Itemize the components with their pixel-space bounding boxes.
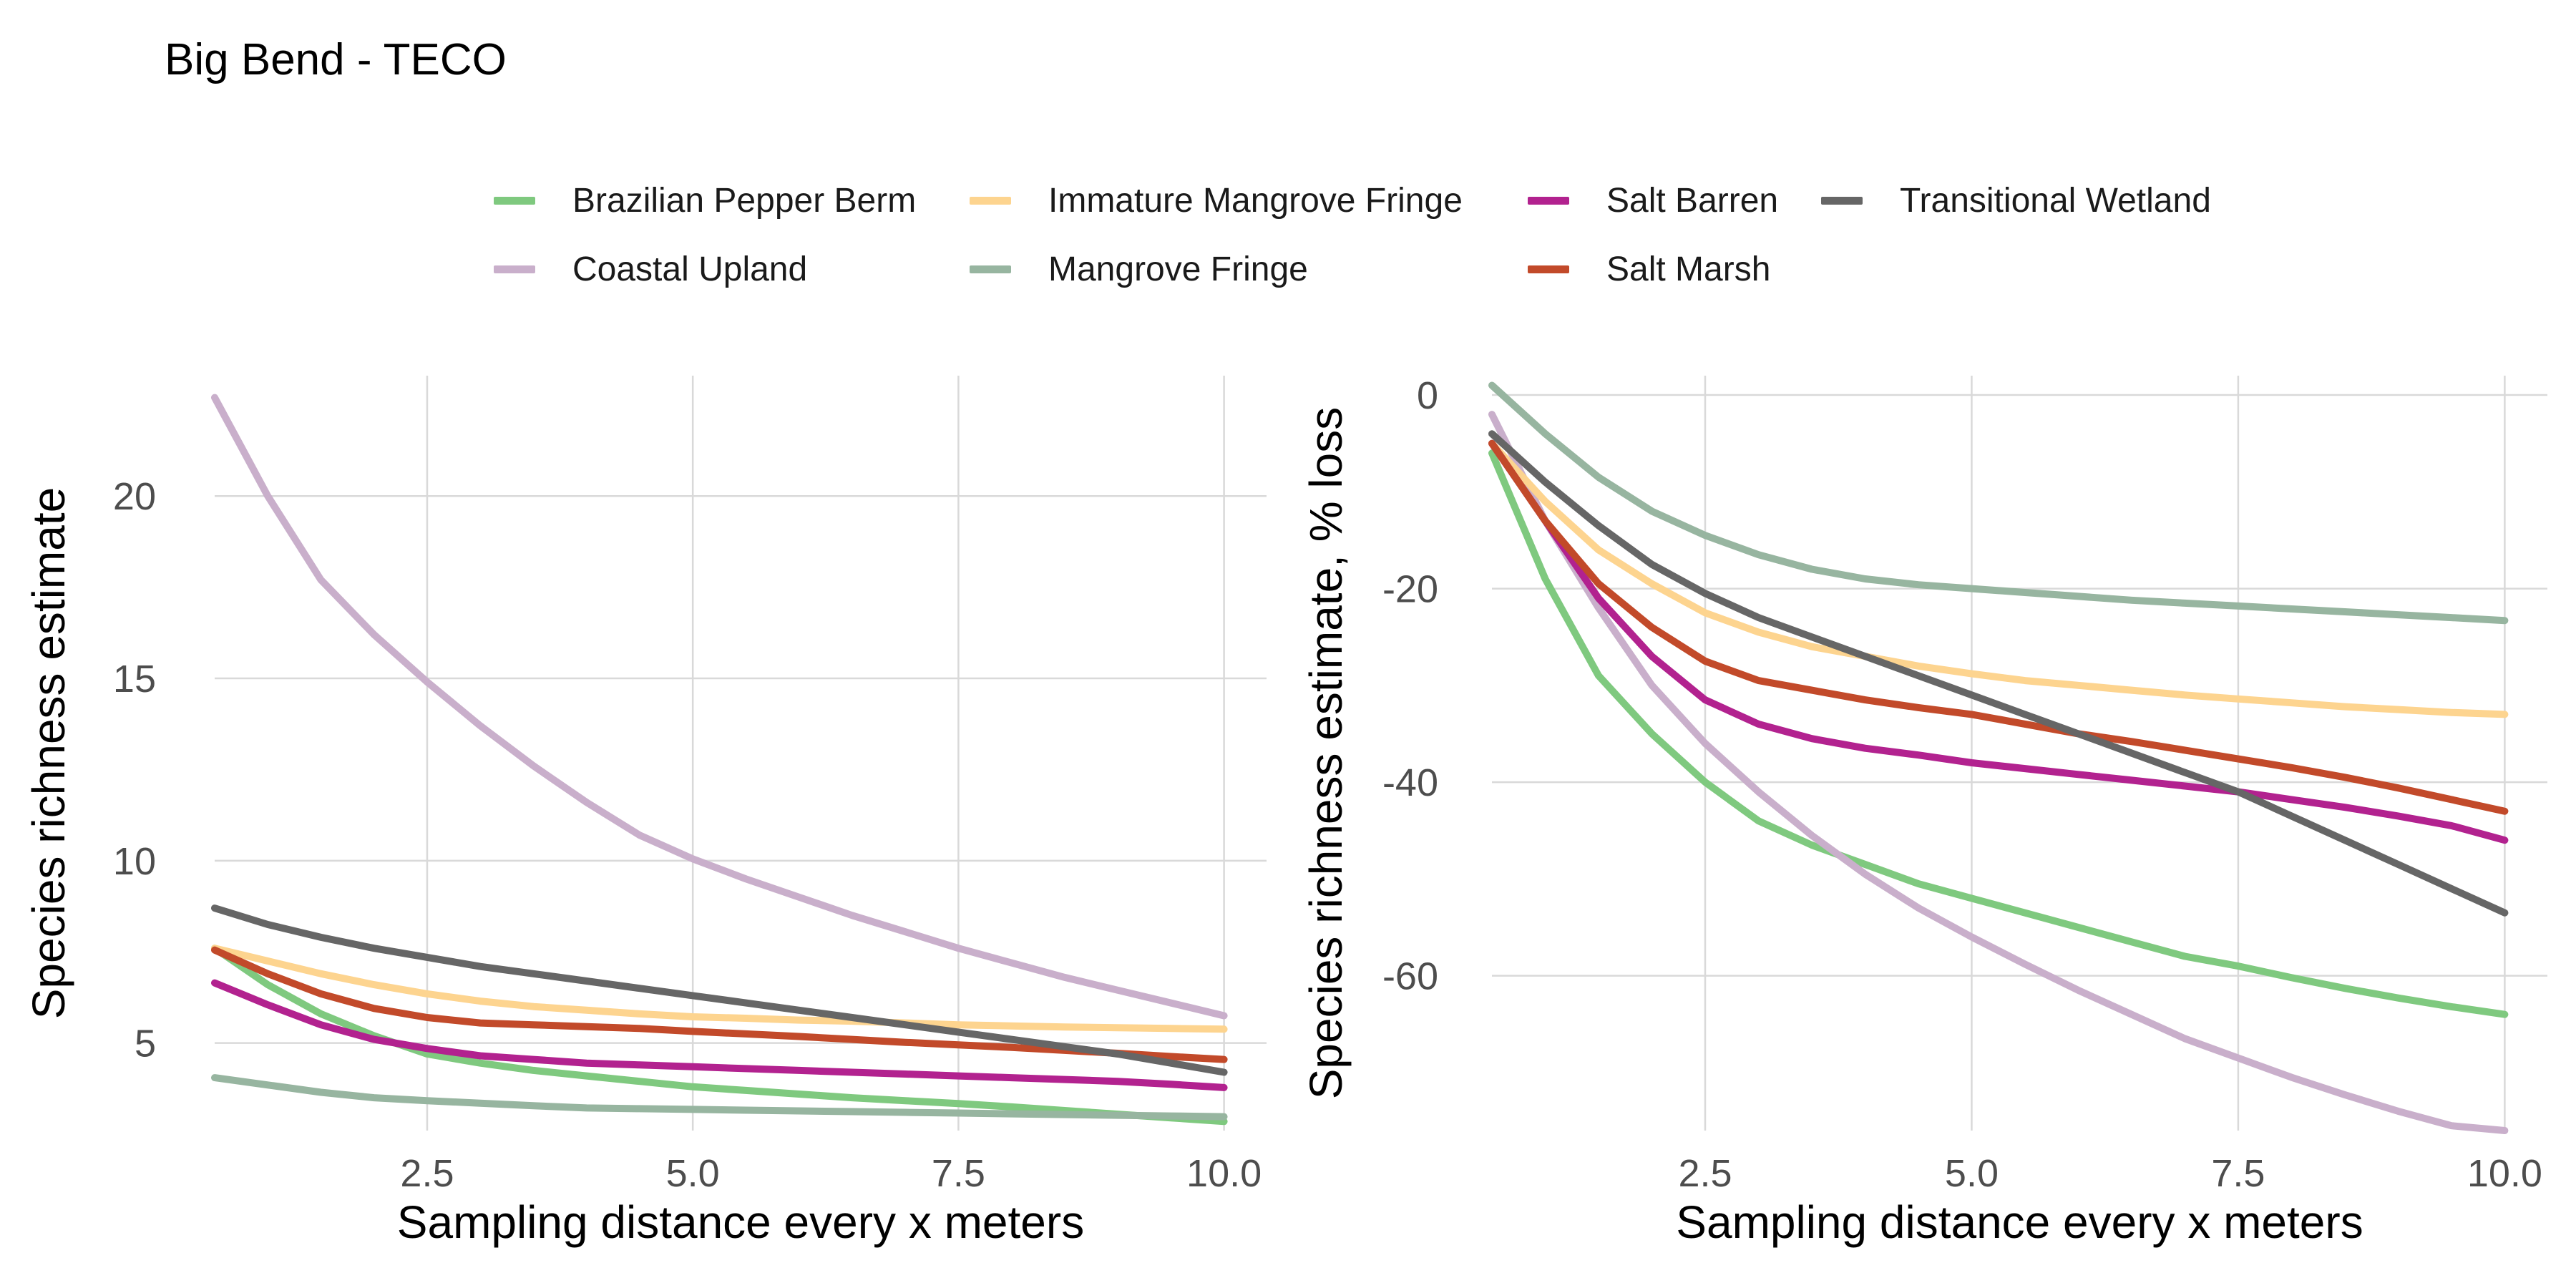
legend-label: Coastal Upland — [572, 250, 808, 288]
left-series-salt-marsh — [211, 946, 1228, 1063]
left-y-tick-label: 20 — [113, 475, 156, 518]
legend-label: Transitional Wetland — [1900, 181, 2211, 220]
left-x-tick-label: 5.0 — [666, 1152, 720, 1195]
left-series-transitional-wetland — [211, 904, 1228, 1076]
right-series-immature-mangrove-fringe — [1488, 439, 2509, 718]
legend-swatch — [494, 265, 535, 273]
left-series-coastal-upland — [211, 394, 1228, 1020]
legend-swatch — [970, 196, 1011, 205]
right-x-tick-label: 2.5 — [1678, 1152, 1732, 1195]
legend-label: Salt Barren — [1606, 181, 1779, 220]
legend-label: Salt Marsh — [1606, 250, 1771, 288]
left-series-salt-barren — [211, 979, 1228, 1091]
legend-label: Brazilian Pepper Berm — [572, 181, 917, 220]
legend-item-coastal-upland: Coastal Upland — [494, 249, 807, 289]
legend-item-mangrove-fringe: Mangrove Fringe — [970, 249, 1308, 289]
legend-label: Immature Mangrove Fringe — [1048, 181, 1463, 220]
left-x-tick-label: 2.5 — [400, 1152, 454, 1195]
left-y-tick-label: 15 — [113, 658, 156, 701]
legend-swatch — [494, 196, 535, 205]
legend-item-salt-barren: Salt Barren — [1528, 180, 1778, 220]
right-panel: 2.5 5.0 7.5 10.0 0 -20 -40 -60 Sampling distance… — [1300, 374, 2547, 1248]
left-series-immature-mangrove-fringe — [211, 945, 1228, 1033]
left-panel: 2.5 5.0 7.5 10.0 5 10 15 20 Sampling distance ev… — [23, 376, 1267, 1248]
right-series-brazilian-pepper-berm — [1488, 449, 2509, 1018]
legend-swatch — [970, 265, 1011, 273]
legend-item-transitional-wetland: Transitional Wetland — [1821, 180, 2211, 220]
right-y-tick-label: 0 — [1417, 374, 1438, 417]
left-x-tick-label: 7.5 — [932, 1152, 985, 1195]
left-y-axis-label: Species richness estimate — [23, 487, 74, 1019]
legend-swatch — [1821, 196, 1863, 205]
legend-label: Mangrove Fringe — [1048, 250, 1308, 288]
left-x-axis-label: Sampling distance every x meters — [397, 1196, 1084, 1248]
legend-item-salt-marsh: Salt Marsh — [1528, 249, 1770, 289]
right-x-axis-label: Sampling distance every x meters — [1676, 1196, 2363, 1248]
left-y-tick-label: 10 — [113, 840, 156, 883]
right-y-axis-label: Species richness estimate, % loss — [1300, 407, 1352, 1100]
right-y-tick-label: -40 — [1382, 761, 1438, 804]
right-series-coastal-upland — [1488, 411, 2509, 1134]
legend-swatch — [1528, 265, 1569, 273]
right-x-tick-label: 5.0 — [1945, 1152, 1999, 1195]
right-x-tick-label: 10.0 — [2467, 1152, 2542, 1195]
left-series-mangrove-fringe — [211, 1074, 1228, 1121]
left-x-tick-label: 10.0 — [1186, 1152, 1262, 1195]
chart-title: Big Bend - TECO — [165, 35, 507, 84]
legend-item-brazilian-pepper-berm: Brazilian Pepper Berm — [494, 180, 916, 220]
right-series-salt-barren — [1488, 439, 2509, 844]
legend-swatch — [1528, 196, 1569, 205]
legend-item-immature-mangrove-fringe: Immature Mangrove Fringe — [970, 180, 1463, 220]
right-series-mangrove-fringe — [1488, 381, 2509, 625]
right-series-transitional-wetland — [1488, 430, 2509, 917]
right-y-tick-label: -20 — [1382, 568, 1438, 611]
right-series-salt-marsh — [1488, 439, 2509, 815]
left-y-tick-label: 5 — [135, 1023, 156, 1065]
right-x-tick-label: 7.5 — [2211, 1152, 2265, 1195]
right-y-tick-label: -60 — [1382, 955, 1438, 998]
